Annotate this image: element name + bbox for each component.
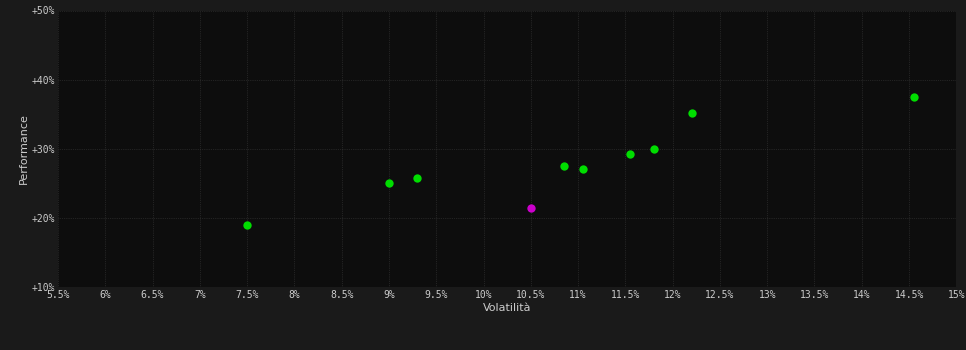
Point <box>382 181 397 186</box>
Point <box>646 147 662 152</box>
Point <box>240 222 255 228</box>
Point <box>575 167 590 172</box>
Point <box>410 176 425 181</box>
Point <box>906 94 922 100</box>
Point <box>684 110 699 116</box>
Point <box>556 163 572 169</box>
Point <box>622 152 638 157</box>
Y-axis label: Performance: Performance <box>19 113 29 184</box>
Point <box>523 205 538 210</box>
X-axis label: Volatilità: Volatilità <box>483 302 531 313</box>
